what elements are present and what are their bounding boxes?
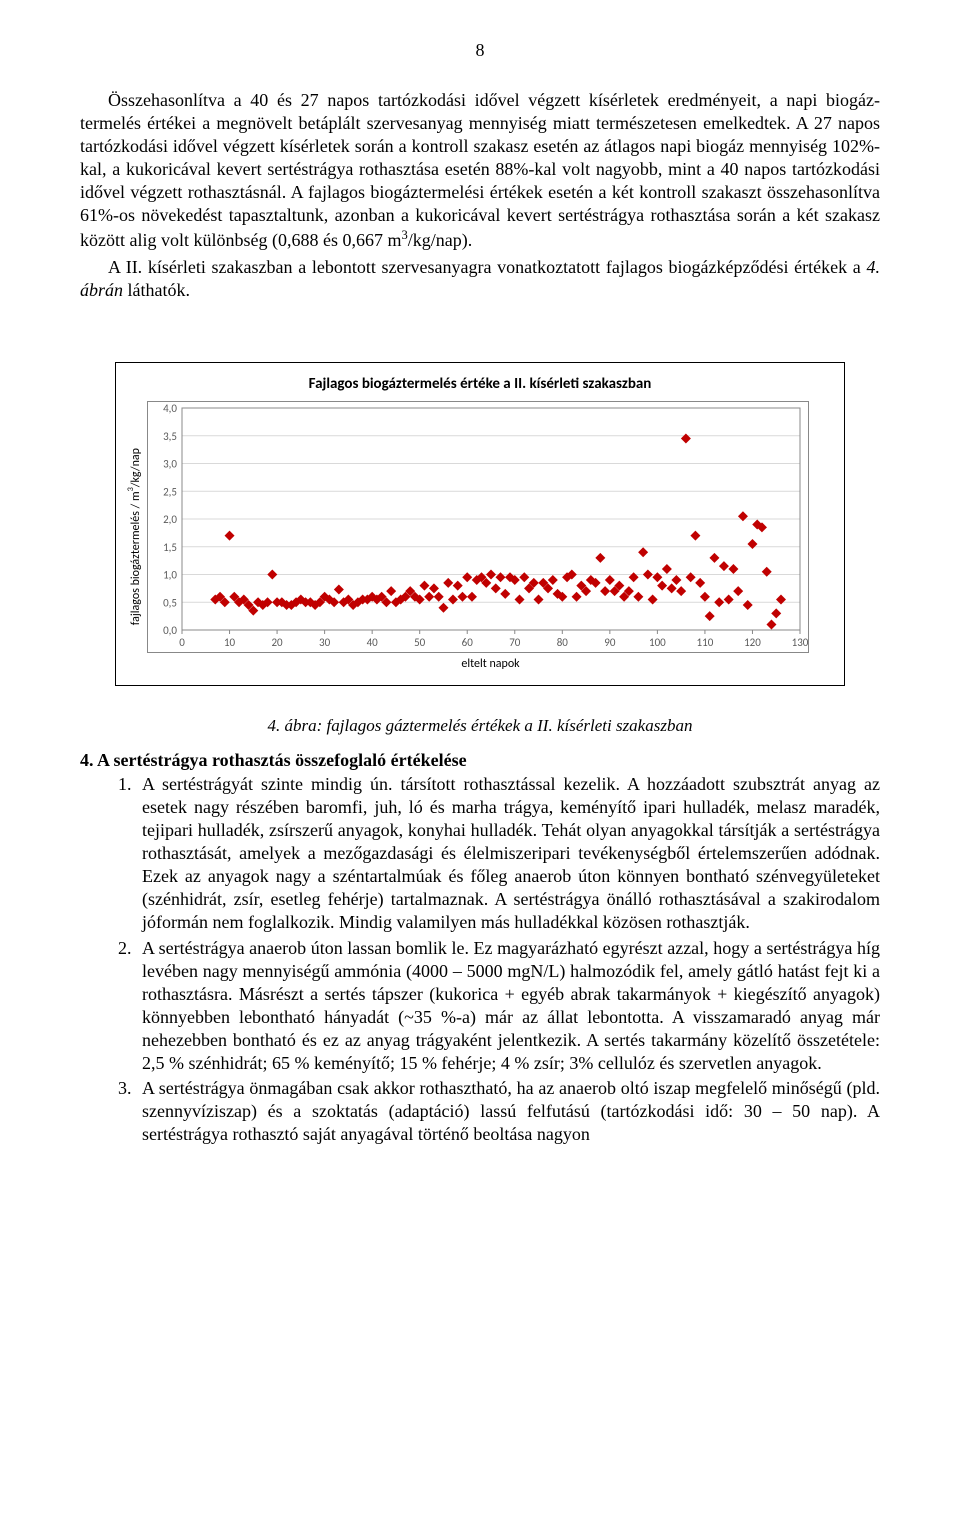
svg-text:0,0: 0,0 — [163, 624, 177, 637]
chart-y-label: fajlagos biogáztermelés / m3/kg/nap — [126, 448, 147, 625]
svg-text:20: 20 — [271, 636, 283, 649]
para2-b: láthatók. — [123, 280, 190, 300]
paragraph-1: Összehasonlítva a 40 és 27 napos tartózk… — [80, 89, 880, 252]
chart-title: Fajlagos biogáztermelés értéke a II. kís… — [126, 375, 834, 393]
figure-caption: 4. ábra: fajlagos gáztermelés értékek a … — [80, 716, 880, 736]
para1-tail: /kg/nap). — [408, 230, 473, 250]
svg-text:1,5: 1,5 — [163, 541, 177, 554]
svg-text:3,5: 3,5 — [163, 430, 177, 443]
paragraph-2: A II. kísérleti szakaszban a lebontott s… — [80, 256, 880, 302]
chart-plot: 0,0 0,5 1,0 1,5 2,0 2,5 3,0 3,5 4,0 0 10 20 30 40 50 60… — [147, 401, 809, 653]
svg-text:30: 30 — [319, 636, 331, 649]
svg-text:10: 10 — [224, 636, 236, 649]
svg-text:80: 80 — [557, 636, 569, 649]
svg-text:110: 110 — [697, 636, 714, 649]
list-item: A sertéstrágya önmagában csak akkor roth… — [136, 1077, 880, 1146]
numbered-list: A sertéstrágyát szinte mindig ún. társít… — [80, 773, 880, 1146]
chart-x-label: eltelt napok — [147, 657, 834, 671]
section-heading: 4. A sertéstrágya rothasztás összefoglal… — [80, 750, 880, 771]
svg-text:1,0: 1,0 — [163, 569, 177, 582]
svg-text:0: 0 — [179, 636, 185, 649]
svg-text:120: 120 — [744, 636, 761, 649]
list-item: A sertéstrágya anaerob úton lassan bomli… — [136, 937, 880, 1075]
chart-box: Fajlagos biogáztermelés értéke a II. kís… — [115, 362, 845, 686]
svg-text:100: 100 — [649, 636, 666, 649]
page-number: 8 — [80, 40, 880, 61]
ylab-a: fajlagos biogáztermelés / m — [129, 491, 143, 625]
list-item: A sertéstrágyát szinte mindig ún. társít… — [136, 773, 880, 934]
ylab-sup: 3 — [126, 487, 136, 491]
ylab-b: /kg/nap — [129, 448, 143, 487]
svg-text:2,5: 2,5 — [163, 486, 177, 499]
chart-container: Fajlagos biogáztermelés értéke a II. kís… — [115, 362, 845, 686]
svg-text:0,5: 0,5 — [163, 597, 177, 610]
svg-text:130: 130 — [792, 636, 809, 649]
svg-text:40: 40 — [367, 636, 379, 649]
svg-text:50: 50 — [414, 636, 426, 649]
svg-text:3,0: 3,0 — [163, 458, 177, 471]
svg-text:90: 90 — [604, 636, 616, 649]
svg-text:70: 70 — [509, 636, 521, 649]
svg-text:2,0: 2,0 — [163, 513, 177, 526]
svg-text:4,0: 4,0 — [163, 402, 177, 415]
para2-a: A II. kísérleti szakaszban a lebontott s… — [108, 257, 867, 277]
svg-text:60: 60 — [462, 636, 474, 649]
para1-text: Összehasonlítva a 40 és 27 napos tartózk… — [80, 90, 880, 250]
